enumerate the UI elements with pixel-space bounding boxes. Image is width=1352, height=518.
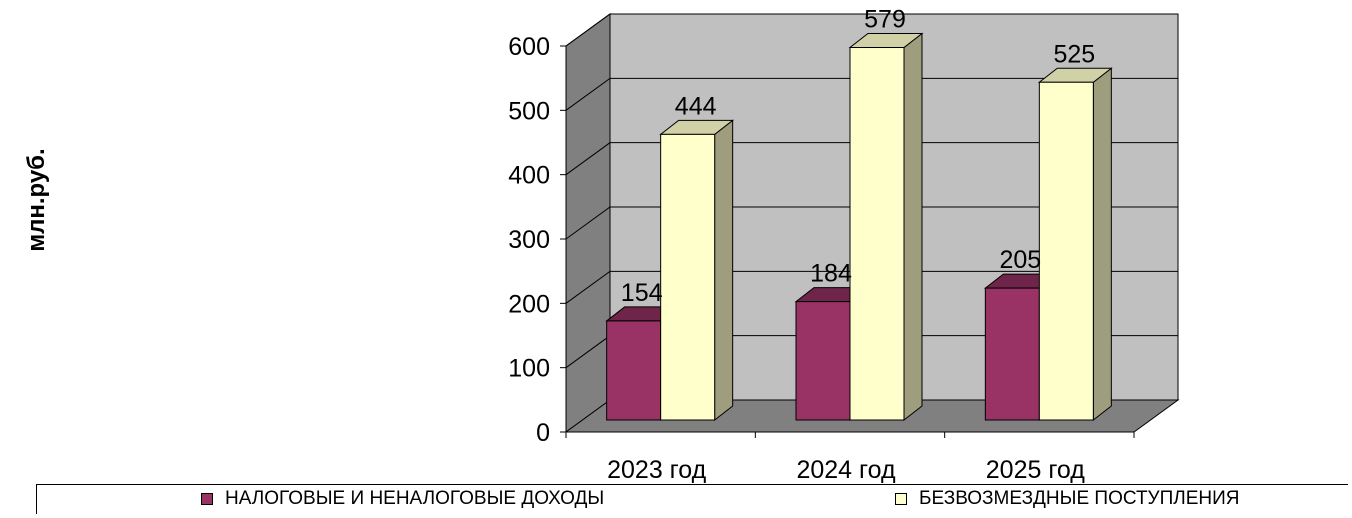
y-tick-label-400: 400 xyxy=(508,162,550,190)
bar-2-0-front xyxy=(984,287,1040,421)
legend-swatch-tax-revenue xyxy=(201,493,213,505)
y-tick-labels: 0 100 200 300 400 500 600 xyxy=(508,33,550,447)
bar-1-1-front xyxy=(849,47,905,421)
category-label-0: 2023 год xyxy=(607,456,706,484)
gridline-300 xyxy=(565,206,1178,240)
gridline-400 xyxy=(565,142,1178,176)
y-tick-label-600: 600 xyxy=(508,33,550,61)
bars xyxy=(605,32,1113,422)
bar-1-0-front xyxy=(795,301,851,421)
legend-item-gratuitous-receipts: БЕЗВОЗМЕЗДНЫЕ ПОСТУПЛЕНИЯ xyxy=(895,488,1240,510)
data-label-1-1: 579 xyxy=(864,6,906,34)
data-label-0-0: 154 xyxy=(621,279,663,307)
bar-2-1-side xyxy=(1092,67,1112,422)
bar-0-1-front xyxy=(660,133,716,421)
data-label-2-0: 205 xyxy=(999,246,1041,274)
legend-swatch-gratuitous-receipts xyxy=(895,493,907,505)
legend: НАЛОГОВЫЕ И НЕНАЛОГОВЫЕ ДОХОДЫ БЕЗВОЗМЕЗ… xyxy=(36,484,1348,514)
y-tick-label-300: 300 xyxy=(508,226,550,254)
y-tick-label-100: 100 xyxy=(508,355,550,383)
category-label-2: 2025 год xyxy=(986,456,1085,484)
data-labels: 154 444 184 579 205 525 xyxy=(621,6,1095,307)
legend-label-gratuitous-receipts: БЕЗВОЗМЕЗДНЫЕ ПОСТУПЛЕНИЯ xyxy=(919,488,1240,509)
axes xyxy=(560,45,1135,438)
y-axis-label: млн.руб. xyxy=(23,148,50,251)
data-label-0-1: 444 xyxy=(675,92,717,120)
bar-2-1-front xyxy=(1038,81,1094,421)
bar-1-1-side xyxy=(903,32,923,422)
y-tick-label-200: 200 xyxy=(508,290,550,318)
data-label-2-1: 525 xyxy=(1053,40,1095,68)
bar-0-0-front xyxy=(606,320,662,421)
y-tick-label-0: 0 xyxy=(536,419,550,447)
gridline-600 xyxy=(565,13,1178,47)
gridline-200 xyxy=(565,270,1178,304)
data-label-1-0: 184 xyxy=(810,260,852,288)
bar-0-1-side xyxy=(714,119,734,422)
legend-item-tax-revenue: НАЛОГОВЫЕ И НЕНАЛОГОВЫЕ ДОХОДЫ xyxy=(201,488,604,510)
y-tick-label-500: 500 xyxy=(508,97,550,125)
category-labels: 2023 год 2024 год 2025 год xyxy=(607,456,1085,484)
category-label-1: 2024 год xyxy=(796,456,895,484)
bar-chart: 0 100 200 300 400 500 600 154 444 184 579 205 525 2… xyxy=(23,6,1180,484)
gridline-500 xyxy=(565,77,1178,111)
legend-label-tax-revenue: НАЛОГОВЫЕ И НЕНАЛОГОВЫЕ ДОХОДЫ xyxy=(225,488,605,509)
